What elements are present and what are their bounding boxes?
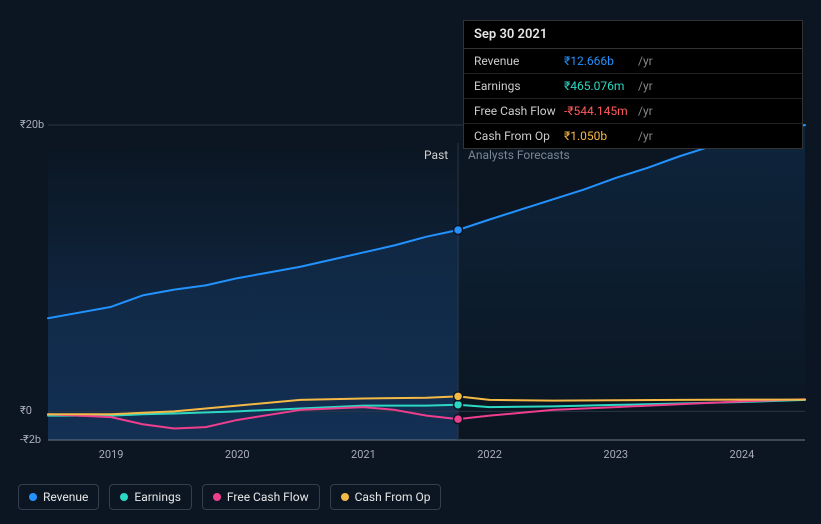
- legend: Revenue Earnings Free Cash Flow Cash From O…: [18, 484, 441, 510]
- tooltip-label: Revenue: [474, 54, 564, 68]
- chart-tooltip: Sep 30 2021 Revenue₹12.666b/yrEarnings₹4…: [463, 20, 803, 149]
- legend-item-cfo[interactable]: Cash From Op: [330, 484, 442, 510]
- marker-cfo: [454, 392, 463, 401]
- x-tick-label: 2020: [225, 448, 250, 461]
- legend-dot: [29, 493, 37, 501]
- tooltip-row-cfo: Cash From Op₹1.050b/yr: [464, 124, 802, 148]
- tooltip-suffix: /yr: [638, 54, 653, 68]
- tooltip-value: ₹1.050b: [564, 129, 634, 143]
- y-tick-label: ₹0: [20, 404, 32, 417]
- marker-revenue: [454, 226, 463, 235]
- tooltip-row-earnings: Earnings₹465.076m/yr: [464, 74, 802, 99]
- tooltip-label: Free Cash Flow: [474, 104, 564, 118]
- legend-dot: [213, 493, 221, 501]
- legend-item-revenue[interactable]: Revenue: [18, 484, 99, 510]
- x-tick-label: 2022: [477, 448, 502, 461]
- chart-container: Past Analysts Forecasts Sep 30 2021 Reve…: [0, 0, 821, 524]
- tooltip-suffix: /yr: [638, 129, 653, 143]
- tooltip-date: Sep 30 2021: [464, 21, 802, 49]
- legend-label: Revenue: [43, 490, 88, 504]
- tooltip-row-fcf: Free Cash Flow-₹544.145m/yr: [464, 99, 802, 124]
- y-tick-label: -₹2b: [20, 433, 41, 446]
- tooltip-value: ₹12.666b: [564, 54, 634, 68]
- tooltip-label: Cash From Op: [474, 129, 564, 143]
- marker-fcf: [454, 415, 463, 424]
- x-tick-label: 2023: [603, 448, 628, 461]
- legend-label: Earnings: [134, 490, 181, 504]
- tooltip-value: -₹544.145m: [564, 104, 634, 118]
- tooltip-value: ₹465.076m: [564, 79, 634, 93]
- forecast-region-label: Analysts Forecasts: [468, 148, 570, 162]
- x-tick-label: 2019: [99, 448, 124, 461]
- legend-item-earnings[interactable]: Earnings: [109, 484, 192, 510]
- tooltip-row-revenue: Revenue₹12.666b/yr: [464, 49, 802, 74]
- x-tick-label: 2021: [351, 448, 376, 461]
- legend-item-fcf[interactable]: Free Cash Flow: [202, 484, 320, 510]
- x-tick-label: 2024: [730, 448, 755, 461]
- y-tick-label: ₹20b: [20, 118, 44, 131]
- tooltip-suffix: /yr: [638, 79, 653, 93]
- past-region-label: Past: [424, 148, 448, 162]
- tooltip-suffix: /yr: [638, 104, 653, 118]
- legend-dot: [120, 493, 128, 501]
- legend-label: Cash From Op: [355, 490, 431, 504]
- legend-dot: [341, 493, 349, 501]
- tooltip-label: Earnings: [474, 79, 564, 93]
- legend-label: Free Cash Flow: [227, 490, 309, 504]
